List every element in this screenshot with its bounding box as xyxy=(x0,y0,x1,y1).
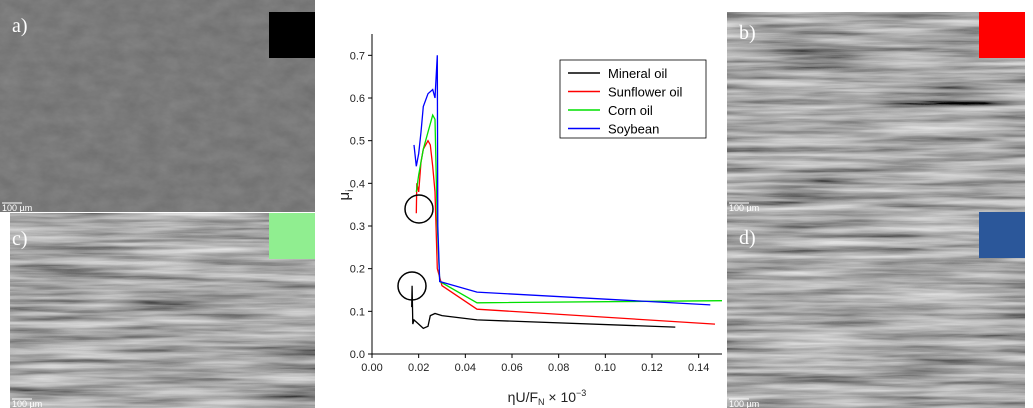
highlight-circle xyxy=(397,271,427,301)
y-label-main: μ xyxy=(336,192,353,201)
panel-label: c) xyxy=(12,228,28,250)
x-label-part: N xyxy=(538,397,545,407)
legend-label: Soybean xyxy=(608,122,659,137)
y-tick-label: 0.1 xyxy=(350,306,365,318)
x-label-part: −3 xyxy=(576,388,586,398)
y-tick-label: 0.2 xyxy=(350,264,365,276)
color-key xyxy=(979,212,1025,258)
color-key xyxy=(269,213,315,259)
legend-label: Mineral oil xyxy=(608,66,667,81)
chart: 0.0 0.1 0.2 0.3 0.4 0.5 0.6 0.7 0.00 0.02 0.04 0.06… xyxy=(330,20,725,408)
y-tick-label: 0.7 xyxy=(350,50,365,62)
x-tick-label: 0.08 xyxy=(548,362,569,374)
x-label-part: ηU/F xyxy=(508,389,538,405)
scale-bar-label: 100 µm xyxy=(2,203,32,213)
y-label-sub: i xyxy=(345,190,356,192)
legend-label: Sunflower oil xyxy=(608,85,683,100)
y-axis-label: μi xyxy=(336,190,356,201)
x-axis-label: ηU/FN × 10−3 xyxy=(508,388,587,407)
highlight-circle xyxy=(404,194,434,224)
scale-bar-label: 100 µm xyxy=(729,203,759,213)
micrograph xyxy=(727,212,1025,408)
panel-label: b) xyxy=(739,22,756,44)
line-series xyxy=(415,113,723,304)
x-tick-label: 0.10 xyxy=(595,362,616,374)
x-tick-label: 0.14 xyxy=(688,362,709,374)
x-tick-label: 0.12 xyxy=(641,362,662,374)
line-series xyxy=(413,55,711,306)
x-tick-label: 0.00 xyxy=(361,362,382,374)
panel-label: a) xyxy=(12,15,28,37)
y-tick-label: 0.6 xyxy=(350,93,365,105)
y-tick-label: 0.5 xyxy=(350,136,365,148)
legend-label: Corn oil xyxy=(608,103,653,118)
x-tick-label: 0.04 xyxy=(455,362,476,374)
color-key xyxy=(979,12,1025,58)
micrograph xyxy=(0,0,315,212)
scale-bar-label: 100 µm xyxy=(729,399,759,408)
scale-bar-label: 100 µm xyxy=(12,399,42,408)
micrograph xyxy=(727,12,1025,212)
panel-label: d) xyxy=(739,227,756,249)
color-key xyxy=(269,12,315,58)
y-tick-label: 0.4 xyxy=(350,178,365,190)
line-series xyxy=(415,139,716,325)
x-label-part: × 10 xyxy=(545,389,577,405)
line-series xyxy=(411,285,676,330)
y-tick-label: 0.0 xyxy=(350,349,365,361)
x-tick-label: 0.06 xyxy=(501,362,522,374)
x-tick-label: 0.02 xyxy=(408,362,429,374)
y-tick-label: 0.3 xyxy=(350,221,365,233)
micrograph xyxy=(10,213,315,408)
